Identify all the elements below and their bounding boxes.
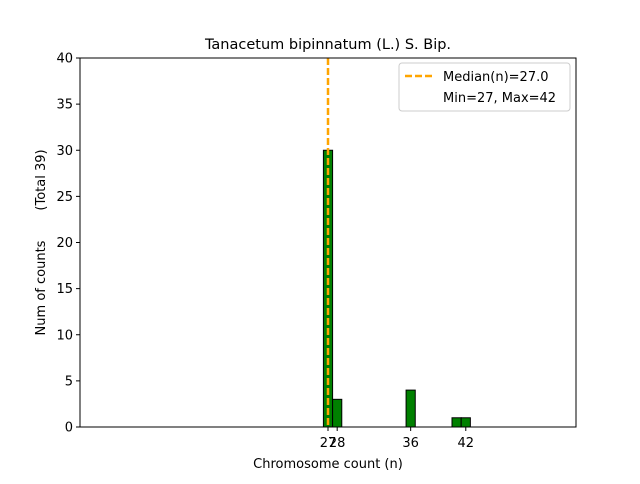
y-tick-label: 20 bbox=[56, 236, 73, 251]
x-tick-label: 28 bbox=[329, 436, 346, 451]
bar-41 bbox=[451, 417, 462, 428]
y-tick-label: 30 bbox=[56, 144, 73, 159]
bar-28 bbox=[332, 398, 343, 428]
legend-frame bbox=[398, 62, 571, 112]
x-tick-label: 27 bbox=[320, 436, 337, 451]
x-tick-label: 42 bbox=[458, 436, 475, 451]
x-tick-label: 36 bbox=[402, 436, 419, 451]
legend-range-label: Min=27, Max=42 bbox=[443, 91, 556, 106]
y-tick-label: 0 bbox=[65, 421, 73, 436]
y-axis-label: Num of counts bbox=[34, 240, 49, 335]
legend-median-label: Median(n)=27.0 bbox=[443, 70, 549, 85]
x-axis-label: Chromosome count (n) bbox=[253, 457, 403, 472]
y-tick-label: 10 bbox=[56, 328, 73, 343]
y-tick-label: 25 bbox=[56, 190, 73, 205]
y-axis-total-label: (Total 39) bbox=[34, 149, 49, 210]
y-tick-label: 15 bbox=[56, 282, 73, 297]
chart-title: Tanacetum bipinnatum (L.) S. Bip. bbox=[204, 37, 451, 53]
y-tick-label: 5 bbox=[65, 374, 73, 389]
bar-42 bbox=[460, 417, 471, 428]
y-tick-label: 40 bbox=[56, 52, 73, 67]
bar-36 bbox=[405, 389, 416, 428]
legend: Median(n)=27.0 Min=27, Max=42 bbox=[398, 62, 571, 112]
y-tick-label: 35 bbox=[56, 98, 73, 113]
